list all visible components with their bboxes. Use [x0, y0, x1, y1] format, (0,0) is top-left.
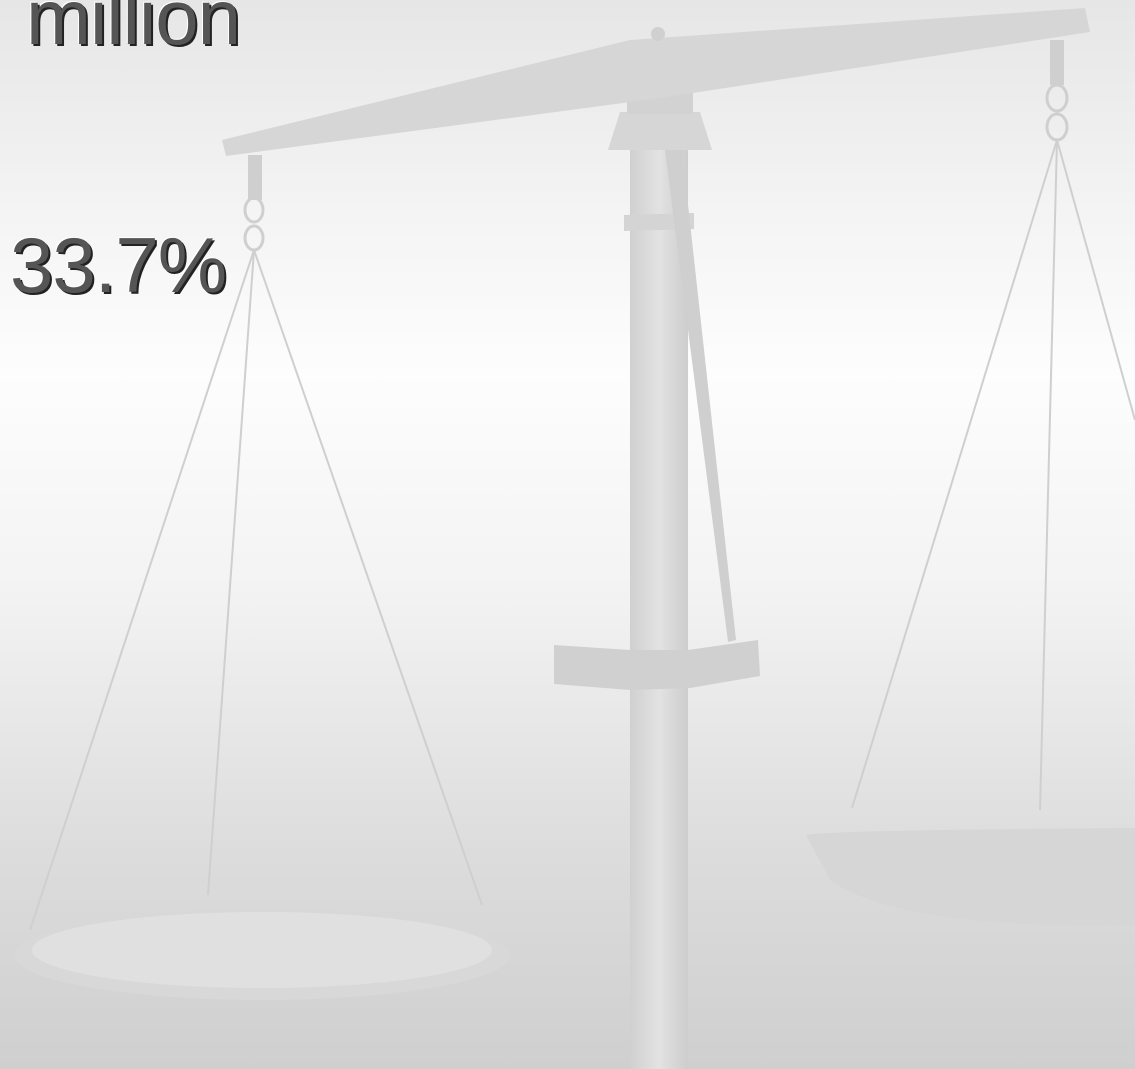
text-line: 33.7% — [10, 221, 227, 309]
text-line: million — [26, 0, 241, 61]
